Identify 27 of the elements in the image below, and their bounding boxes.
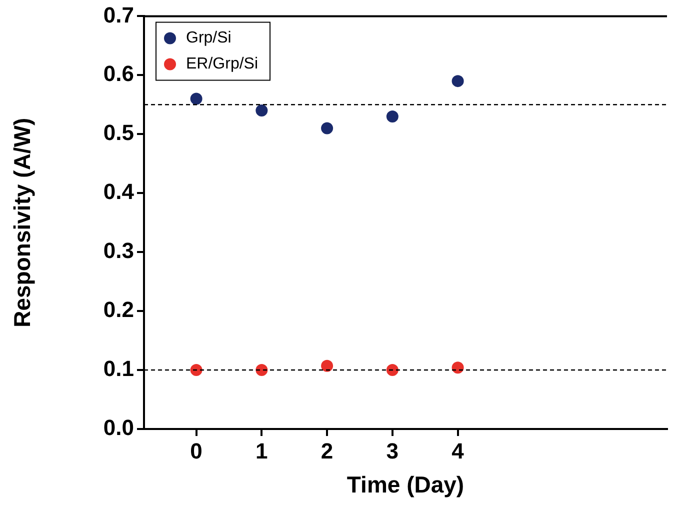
y-axis-title: Responsivity (A/W) bbox=[9, 118, 36, 328]
y-tick-label: 0.5 bbox=[103, 120, 134, 146]
y-tick-label: 0.3 bbox=[103, 238, 134, 264]
y-tick-label: 0.4 bbox=[103, 179, 135, 204]
point bbox=[256, 364, 268, 376]
point bbox=[321, 122, 334, 134]
x-tick-label: 1 bbox=[256, 438, 268, 464]
point bbox=[190, 92, 202, 105]
point bbox=[452, 75, 464, 88]
y-tick-label: 0.7 bbox=[103, 2, 134, 28]
point bbox=[386, 364, 398, 376]
x-axis-title: Time (Day) bbox=[346, 472, 464, 498]
x-tick-label: 2 bbox=[320, 438, 334, 464]
x-tick-label: 4 bbox=[452, 438, 465, 464]
point bbox=[386, 110, 398, 122]
point bbox=[256, 104, 268, 117]
point bbox=[452, 362, 464, 374]
legend-label: Grp/Si bbox=[186, 30, 232, 47]
x-tick-label: 0 bbox=[190, 438, 202, 464]
point bbox=[190, 364, 202, 376]
y-tick-label: 0.2 bbox=[103, 297, 134, 322]
x-tick-label: 3 bbox=[386, 438, 399, 464]
y-tick-label: 0.6 bbox=[103, 61, 134, 86]
legend-label: ER/Grp/Si bbox=[186, 56, 258, 73]
y-tick-label: 0.0 bbox=[103, 415, 134, 440]
y-tick-label: 0.1 bbox=[103, 356, 134, 382]
point bbox=[321, 360, 334, 372]
